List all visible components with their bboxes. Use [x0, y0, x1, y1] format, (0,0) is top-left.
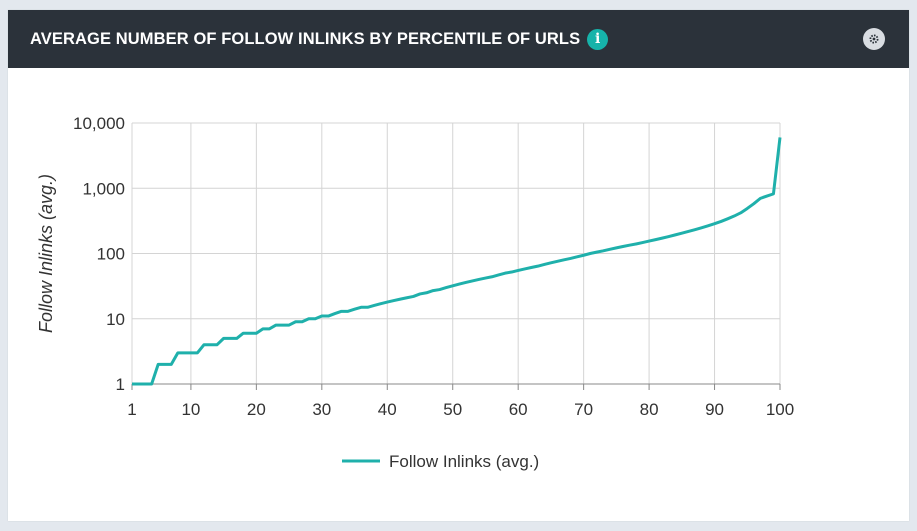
y-tick-label: 1,000 — [82, 179, 125, 198]
x-tick-label: 90 — [705, 400, 724, 419]
y-axis-title: Follow Inlinks (avg.) — [36, 174, 56, 333]
x-tick-label: 50 — [443, 400, 462, 419]
gear-icon[interactable] — [863, 28, 885, 50]
series-layer — [132, 137, 782, 386]
y-tick-label: 10 — [106, 310, 125, 329]
y-axis-ticks: 1 10 100 1,000 10,000 — [73, 114, 125, 394]
x-tick-label: 1 — [127, 400, 136, 419]
x-tick-label: 40 — [378, 400, 397, 419]
series-line[interactable] — [132, 137, 782, 386]
legend-label[interactable]: Follow Inlinks (avg.) — [389, 452, 539, 471]
x-tick-label: 20 — [247, 400, 266, 419]
grid — [131, 122, 781, 390]
widget-title: AVERAGE NUMBER OF FOLLOW INLINKS BY PERC… — [30, 29, 581, 48]
y-tick-label: 10,000 — [73, 114, 125, 133]
x-axis-ticks: 1 10 20 30 40 50 60 70 80 90 100 — [127, 400, 794, 419]
x-tick-label: 80 — [640, 400, 659, 419]
line-chart: 1 10 100 1,000 10,000 1 10 20 30 40 50 60 70 80 90 100… — [36, 114, 794, 471]
info-icon[interactable]: i — [587, 28, 609, 50]
y-tick-label: 100 — [97, 245, 125, 264]
x-tick-label: 100 — [766, 400, 794, 419]
y-tick-label: 1 — [116, 375, 125, 394]
x-tick-label: 30 — [312, 400, 331, 419]
widget-header: AVERAGE NUMBER OF FOLLOW INLINKS BY PERC… — [8, 10, 909, 68]
legend[interactable]: Follow Inlinks (avg.) — [342, 452, 539, 471]
x-tick-label: 10 — [181, 400, 200, 419]
x-tick-label: 70 — [574, 400, 593, 419]
gear-glyph — [869, 34, 879, 44]
x-tick-label: 60 — [509, 400, 528, 419]
chart-widget: AVERAGE NUMBER OF FOLLOW INLINKS BY PERC… — [8, 10, 909, 521]
